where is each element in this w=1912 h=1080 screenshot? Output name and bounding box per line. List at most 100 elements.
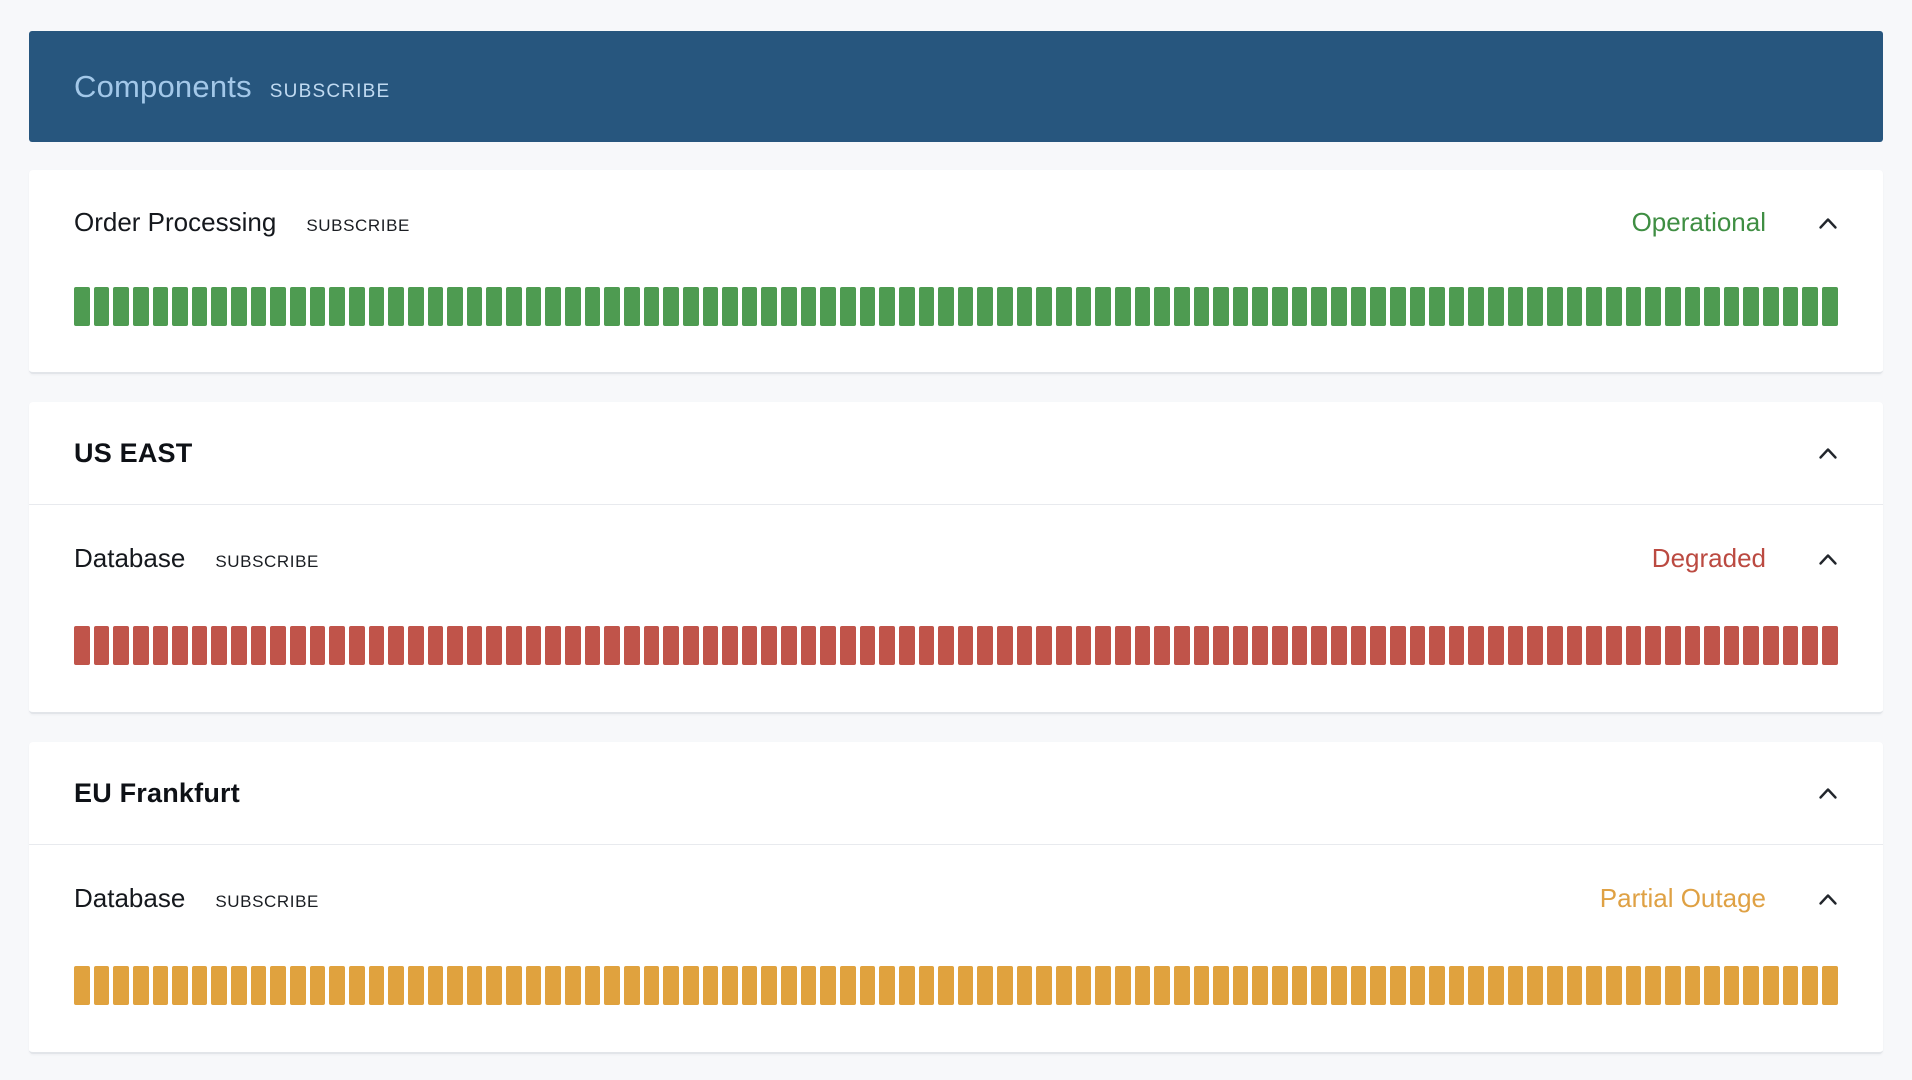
- uptime-day-segment[interactable]: [1075, 966, 1092, 1005]
- uptime-day-segment[interactable]: [1684, 966, 1701, 1005]
- uptime-day-segment[interactable]: [1311, 966, 1327, 1005]
- uptime-day-segment[interactable]: [1370, 626, 1386, 665]
- uptime-day-segment[interactable]: [132, 966, 149, 1005]
- uptime-day-segment[interactable]: [1704, 287, 1720, 326]
- uptime-day-segment[interactable]: [1389, 626, 1406, 665]
- uptime-day-segment[interactable]: [918, 287, 935, 326]
- uptime-day-segment[interactable]: [152, 626, 169, 665]
- uptime-day-segment[interactable]: [604, 626, 620, 665]
- uptime-day-segment[interactable]: [368, 626, 385, 665]
- uptime-day-segment[interactable]: [702, 626, 719, 665]
- uptime-day-segment[interactable]: [329, 966, 345, 1005]
- uptime-day-segment[interactable]: [1389, 966, 1406, 1005]
- uptime-day-segment[interactable]: [191, 287, 208, 326]
- uptime-day-segment[interactable]: [1154, 287, 1170, 326]
- uptime-day-segment[interactable]: [1488, 287, 1504, 326]
- uptime-day-segment[interactable]: [388, 626, 404, 665]
- uptime-day-segment[interactable]: [1036, 287, 1053, 326]
- uptime-day-segment[interactable]: [1743, 626, 1760, 665]
- uptime-day-segment[interactable]: [191, 626, 208, 665]
- uptime-day-segment[interactable]: [270, 626, 287, 665]
- uptime-day-segment[interactable]: [427, 626, 444, 665]
- uptime-day-segment[interactable]: [1016, 626, 1033, 665]
- uptime-day-segment[interactable]: [74, 966, 90, 1005]
- uptime-day-segment[interactable]: [113, 626, 129, 665]
- uptime-day-segment[interactable]: [918, 966, 935, 1005]
- uptime-day-segment[interactable]: [977, 287, 994, 326]
- uptime-day-segment[interactable]: [1331, 626, 1347, 665]
- uptime-day-segment[interactable]: [643, 626, 660, 665]
- uptime-day-segment[interactable]: [702, 966, 719, 1005]
- uptime-day-segment[interactable]: [1272, 626, 1288, 665]
- uptime-day-segment[interactable]: [1331, 966, 1347, 1005]
- uptime-day-segment[interactable]: [172, 966, 188, 1005]
- uptime-day-segment[interactable]: [584, 626, 601, 665]
- uptime-day-segment[interactable]: [152, 966, 169, 1005]
- uptime-day-segment[interactable]: [1605, 966, 1622, 1005]
- uptime-day-segment[interactable]: [918, 626, 935, 665]
- uptime-day-segment[interactable]: [682, 966, 699, 1005]
- uptime-day-segment[interactable]: [1154, 626, 1170, 665]
- uptime-day-segment[interactable]: [348, 966, 365, 1005]
- uptime-day-segment[interactable]: [1547, 626, 1563, 665]
- uptime-day-segment[interactable]: [1782, 966, 1799, 1005]
- uptime-day-segment[interactable]: [1350, 626, 1367, 665]
- uptime-day-segment[interactable]: [1291, 966, 1308, 1005]
- uptime-day-segment[interactable]: [663, 626, 679, 665]
- uptime-day-segment[interactable]: [623, 966, 640, 1005]
- uptime-day-segment[interactable]: [1547, 966, 1563, 1005]
- uptime-day-segment[interactable]: [368, 287, 385, 326]
- uptime-day-segment[interactable]: [1684, 287, 1701, 326]
- uptime-day-segment[interactable]: [1527, 626, 1544, 665]
- uptime-day-segment[interactable]: [1389, 287, 1406, 326]
- uptime-day-segment[interactable]: [74, 626, 90, 665]
- uptime-day-segment[interactable]: [447, 626, 463, 665]
- uptime-day-segment[interactable]: [859, 966, 876, 1005]
- uptime-day-segment[interactable]: [1173, 626, 1190, 665]
- uptime-day-segment[interactable]: [211, 626, 228, 665]
- uptime-day-segment[interactable]: [1625, 966, 1642, 1005]
- uptime-day-segment[interactable]: [859, 287, 876, 326]
- uptime-day-segment[interactable]: [957, 287, 974, 326]
- uptime-day-segment[interactable]: [604, 287, 620, 326]
- uptime-day-segment[interactable]: [839, 966, 856, 1005]
- uptime-day-segment[interactable]: [722, 626, 738, 665]
- uptime-day-segment[interactable]: [997, 966, 1013, 1005]
- uptime-day-segment[interactable]: [1723, 626, 1740, 665]
- uptime-day-segment[interactable]: [1114, 626, 1131, 665]
- uptime-day-segment[interactable]: [584, 966, 601, 1005]
- uptime-day-segment[interactable]: [1232, 287, 1249, 326]
- uptime-day-segment[interactable]: [565, 626, 581, 665]
- uptime-day-segment[interactable]: [1213, 287, 1229, 326]
- uptime-day-segment[interactable]: [1743, 966, 1760, 1005]
- collapse-toggle-button[interactable]: [1818, 216, 1838, 230]
- uptime-day-segment[interactable]: [1429, 287, 1445, 326]
- uptime-day-segment[interactable]: [93, 966, 110, 1005]
- uptime-day-segment[interactable]: [172, 287, 188, 326]
- uptime-day-segment[interactable]: [1272, 287, 1288, 326]
- uptime-day-segment[interactable]: [172, 626, 188, 665]
- uptime-day-segment[interactable]: [1488, 966, 1504, 1005]
- uptime-day-segment[interactable]: [1822, 287, 1838, 326]
- uptime-day-segment[interactable]: [839, 626, 856, 665]
- uptime-day-segment[interactable]: [309, 287, 326, 326]
- uptime-day-segment[interactable]: [1291, 626, 1308, 665]
- uptime-day-segment[interactable]: [800, 626, 817, 665]
- uptime-day-segment[interactable]: [623, 626, 640, 665]
- uptime-day-segment[interactable]: [1448, 287, 1465, 326]
- uptime-day-segment[interactable]: [113, 287, 129, 326]
- uptime-day-segment[interactable]: [447, 966, 463, 1005]
- uptime-day-segment[interactable]: [977, 626, 994, 665]
- uptime-day-segment[interactable]: [1566, 966, 1583, 1005]
- uptime-day-segment[interactable]: [879, 626, 895, 665]
- uptime-day-segment[interactable]: [132, 287, 149, 326]
- uptime-day-segment[interactable]: [1056, 966, 1072, 1005]
- uptime-day-segment[interactable]: [1507, 966, 1524, 1005]
- uptime-day-segment[interactable]: [1468, 626, 1485, 665]
- uptime-day-segment[interactable]: [1448, 626, 1465, 665]
- uptime-day-segment[interactable]: [270, 287, 287, 326]
- uptime-day-segment[interactable]: [329, 287, 345, 326]
- uptime-day-segment[interactable]: [388, 287, 404, 326]
- uptime-day-segment[interactable]: [545, 966, 562, 1005]
- uptime-day-segment[interactable]: [1507, 287, 1524, 326]
